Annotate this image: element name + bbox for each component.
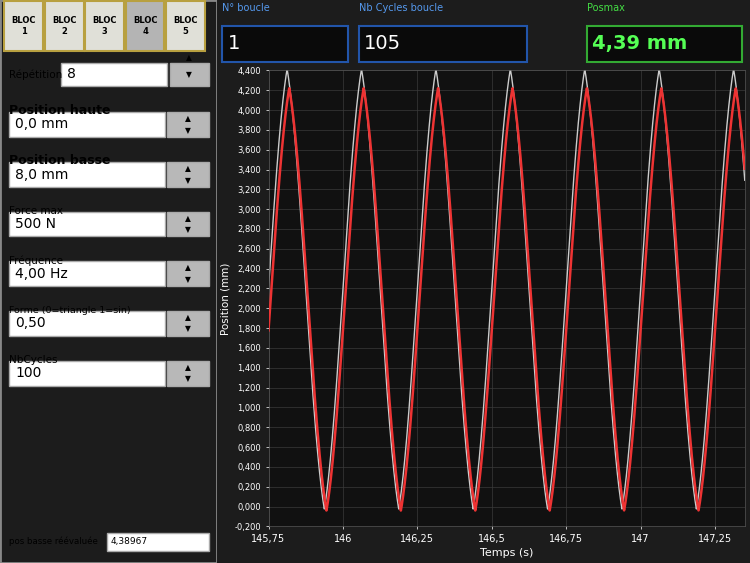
Text: pos basse réévaluée: pos basse réévaluée	[9, 537, 98, 546]
Text: 4,38967: 4,38967	[111, 537, 148, 546]
Text: Posmax: Posmax	[587, 3, 625, 13]
Y-axis label: Position (mm): Position (mm)	[220, 262, 230, 334]
Text: ▲: ▲	[185, 214, 191, 223]
Text: Forme (0=triangle 1=sin): Forme (0=triangle 1=sin)	[9, 306, 130, 315]
Text: BLOC
2: BLOC 2	[52, 16, 76, 35]
FancyBboxPatch shape	[166, 1, 205, 51]
Text: Fréquence: Fréquence	[9, 256, 63, 266]
Text: ▼: ▼	[186, 70, 192, 79]
Text: 100: 100	[15, 367, 41, 380]
FancyBboxPatch shape	[9, 311, 165, 336]
Text: 4,00 Hz: 4,00 Hz	[15, 267, 68, 280]
FancyBboxPatch shape	[167, 162, 208, 187]
FancyBboxPatch shape	[9, 162, 165, 187]
Text: 0,0 mm: 0,0 mm	[15, 118, 68, 131]
Text: ▲: ▲	[185, 363, 191, 372]
Text: 8: 8	[68, 68, 76, 81]
Text: 500 N: 500 N	[15, 217, 56, 231]
Text: BLOC
1: BLOC 1	[11, 16, 36, 35]
Text: Position haute: Position haute	[9, 104, 110, 118]
FancyBboxPatch shape	[222, 26, 348, 62]
FancyBboxPatch shape	[9, 112, 165, 137]
Text: ▲: ▲	[185, 114, 191, 123]
X-axis label: Temps (s): Temps (s)	[480, 548, 533, 558]
Text: Force max: Force max	[9, 206, 63, 216]
FancyBboxPatch shape	[106, 533, 208, 551]
Text: ▼: ▼	[185, 324, 191, 333]
Text: ▼: ▼	[185, 225, 191, 234]
Text: 8,0 mm: 8,0 mm	[15, 168, 68, 181]
Text: Nb Cycles boucle: Nb Cycles boucle	[358, 3, 443, 13]
FancyBboxPatch shape	[167, 261, 208, 286]
Text: NbCycles: NbCycles	[9, 355, 57, 365]
Text: ▲: ▲	[186, 53, 192, 62]
Text: 105: 105	[364, 34, 401, 53]
Text: 1: 1	[228, 34, 240, 53]
Text: ▲: ▲	[185, 263, 191, 272]
Text: Position basse: Position basse	[9, 154, 110, 167]
FancyBboxPatch shape	[9, 261, 165, 286]
Text: Répétition: Répétition	[9, 70, 62, 80]
Text: ▲: ▲	[185, 164, 191, 173]
FancyBboxPatch shape	[9, 361, 165, 386]
FancyBboxPatch shape	[358, 26, 526, 62]
FancyBboxPatch shape	[167, 112, 208, 137]
FancyBboxPatch shape	[167, 311, 208, 336]
FancyBboxPatch shape	[61, 63, 167, 86]
Text: ▼: ▼	[185, 126, 191, 135]
FancyBboxPatch shape	[587, 26, 742, 62]
Text: BLOC
3: BLOC 3	[92, 16, 117, 35]
Text: ▼: ▼	[185, 275, 191, 284]
FancyBboxPatch shape	[86, 1, 124, 51]
FancyBboxPatch shape	[170, 63, 208, 86]
Text: BLOC
4: BLOC 4	[133, 16, 158, 35]
FancyBboxPatch shape	[167, 212, 208, 236]
Text: 4,39 mm: 4,39 mm	[592, 34, 688, 53]
Text: N° boucle: N° boucle	[222, 3, 270, 13]
Text: ▼: ▼	[185, 176, 191, 185]
FancyBboxPatch shape	[126, 1, 164, 51]
Text: ▼: ▼	[185, 374, 191, 383]
Text: BLOC
5: BLOC 5	[173, 16, 198, 35]
FancyBboxPatch shape	[45, 1, 83, 51]
FancyBboxPatch shape	[167, 361, 208, 386]
Text: ▲: ▲	[185, 313, 191, 322]
FancyBboxPatch shape	[9, 212, 165, 236]
FancyBboxPatch shape	[4, 1, 43, 51]
Text: 0,50: 0,50	[15, 316, 46, 330]
